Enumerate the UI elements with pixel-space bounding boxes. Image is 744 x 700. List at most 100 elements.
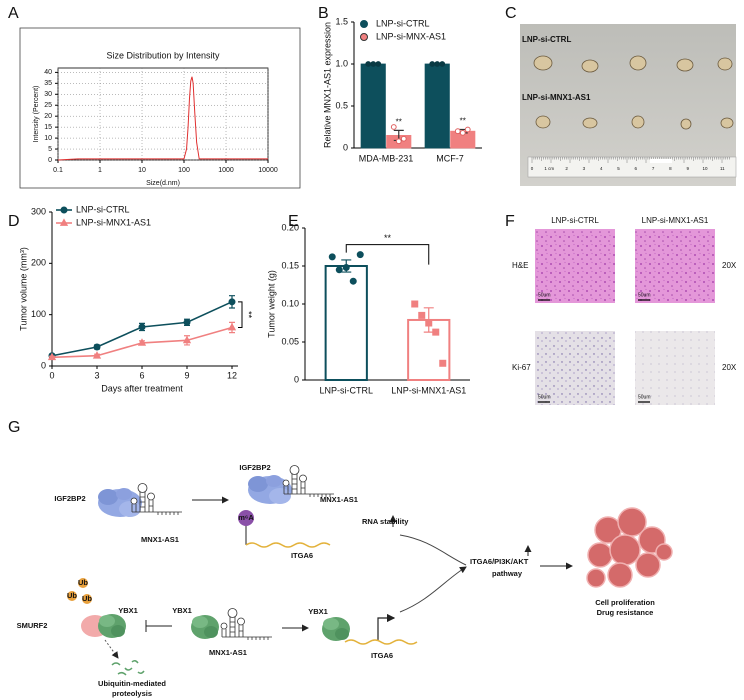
data-point (395, 138, 402, 145)
diagram-label: MNX1-AS1 (141, 535, 179, 544)
ruler-label: 3 (583, 166, 586, 171)
point (183, 318, 191, 326)
photo-row-label: LNP-si-MNX1-AS1 (522, 93, 591, 102)
chart-title: Size Distribution by Intensity (106, 50, 220, 60)
legend-marker (60, 206, 68, 214)
panel-label: D (8, 213, 20, 230)
data-point (434, 61, 441, 67)
scale-bar (538, 299, 650, 403)
ki67-image (535, 331, 615, 405)
point (138, 323, 146, 331)
data-point (439, 359, 447, 367)
ruler-ticks: 0 1 cm 2 3 4 5 6 7 8 9 10 11 (531, 157, 730, 171)
point (228, 298, 236, 306)
ybx1-protein (98, 614, 126, 638)
he-image (635, 229, 715, 303)
diagram-label: Ubiquitin-mediated (98, 679, 166, 688)
panel-label: E (288, 213, 299, 230)
x-tick-label: 0.1 (53, 167, 63, 174)
diagram-label: YBX1 (118, 606, 138, 615)
data-point (390, 124, 397, 130)
bar (424, 63, 450, 149)
legend-label: LNP-si-MNX-AS1 (376, 31, 446, 41)
mrna (245, 542, 331, 548)
photo-row-label: LNP-si-CTRL (522, 35, 571, 44)
y-tick-label: 0 (294, 374, 299, 384)
diagram-label: YBX1 (172, 606, 192, 615)
point (182, 335, 192, 344)
fragments (111, 659, 145, 676)
promoter (377, 613, 396, 640)
data-point (411, 300, 419, 308)
x-tick-label: 3 (94, 370, 99, 380)
diagram-label: YBX1 (308, 607, 328, 616)
line (57, 76, 268, 161)
histology: LNP-si-CTRL LNP-si-MNX1-AS1 H&E Ki-67 20… (512, 216, 737, 405)
diagram-label: ITGA6 (291, 551, 313, 560)
y-tick-label: 15 (44, 124, 52, 131)
y-tick-label: 0.10 (281, 298, 299, 308)
data-point (328, 253, 336, 261)
y-axis-label: Intensity (Percent) (33, 86, 40, 143)
diagram-label: RNA stability (362, 517, 409, 526)
bar (324, 265, 368, 381)
legend-label: LNP-si-CTRL (376, 18, 430, 28)
data-point (432, 328, 440, 336)
point (227, 322, 237, 331)
row-label: Ki-67 (512, 363, 531, 372)
ybx1-protein (191, 615, 219, 639)
y-tick-label: 0.20 (281, 222, 299, 232)
tumors (533, 55, 734, 130)
y-axis-label: Tumor volume (mm³) (18, 247, 28, 331)
legend-label: LNP-si-MNX1-AS1 (76, 217, 151, 227)
data-point (375, 61, 382, 67)
y-tick-label: 1.5 (335, 16, 348, 26)
converge-arrow (399, 566, 467, 613)
point (92, 351, 102, 359)
significance-bracket (345, 244, 430, 265)
x-axis-label: Days after treatment (101, 383, 183, 393)
x-tick-label: MDA-MB-231 (359, 153, 414, 163)
ki67-image (635, 331, 715, 405)
data-point (425, 319, 433, 327)
magnification: 20X (722, 261, 737, 270)
scale-bar-label: 50um (538, 394, 551, 400)
ruler-highlight (650, 159, 672, 163)
y-tick-label: 0.05 (281, 336, 299, 346)
scale-bar-label: 50um (638, 394, 651, 400)
igf2bp2-protein (248, 475, 292, 504)
x-tick-label: LNP-si-CTRL (319, 385, 373, 395)
significance-bracket (238, 301, 243, 328)
he-image (535, 229, 615, 303)
x-tick-label: 9 (184, 370, 189, 380)
data-point (370, 61, 377, 67)
panel-label: F (505, 213, 515, 230)
x-tick-label: 100 (178, 167, 190, 174)
x-tick-label: 10 (138, 167, 146, 174)
panel-label: A (8, 5, 19, 22)
y-tick-label: 10 (44, 135, 52, 142)
y-tick-label: 1.0 (335, 58, 348, 68)
data-point (356, 251, 364, 259)
legend-marker (360, 33, 368, 41)
y-tick-label: 100 (31, 309, 46, 319)
ruler-label: 2 (565, 166, 568, 171)
diagram-label: Ub (78, 578, 88, 587)
tumor-photo: 0 1 cm 2 3 4 5 6 7 8 9 10 11 LNP-si-CTRL LNP-si-MNX… (520, 24, 737, 186)
diagram-label: IGF2BP2 (54, 494, 85, 503)
ruler-label: 0 (531, 166, 534, 171)
legend-marker (360, 20, 368, 28)
column-label: LNP-si-CTRL (551, 216, 599, 225)
ruler-label: 4 (600, 166, 603, 171)
x-tick-label: MCF-7 (436, 153, 464, 163)
diagram-label: MNX1-AS1 (209, 648, 247, 657)
y-tick-label: 30 (44, 91, 52, 98)
x-tick-label: 1 (98, 167, 102, 174)
data-point (335, 266, 343, 274)
panel-label: B (318, 5, 329, 22)
data-point (418, 311, 426, 319)
data-point (454, 128, 461, 135)
mechanism-diagram (67, 465, 673, 676)
row-label: H&E (512, 261, 528, 270)
